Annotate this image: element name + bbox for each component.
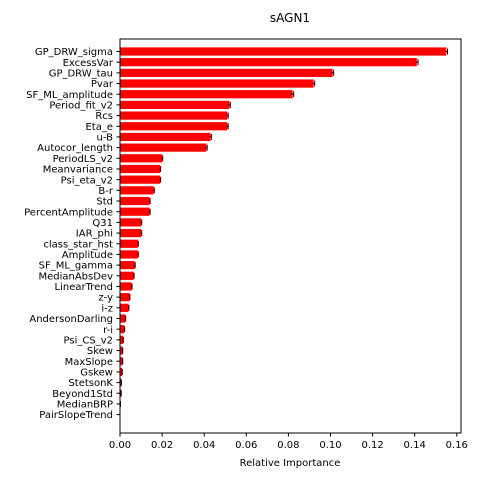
- x-tick-label-0: 0.00: [109, 440, 131, 451]
- y-tick-label-5: Period_fit_v2: [49, 101, 113, 112]
- bar-1: [120, 58, 417, 67]
- bar-30: [120, 367, 123, 376]
- y-tick-label-16: Q31: [92, 218, 113, 229]
- y-tick-label-9: Autocor_length: [37, 143, 113, 154]
- bar-10: [120, 154, 163, 163]
- bar-11: [120, 164, 160, 174]
- y-tick-label-14: Std: [96, 197, 113, 208]
- y-tick-label-32: Beyond1Std: [52, 389, 113, 400]
- x-ticks: 0.00 0.02 0.04 0.06 0.08 0.10 0.12 0.14 0.16: [109, 433, 468, 451]
- x-tick-label-6: 0.12: [361, 440, 383, 451]
- y-tick-label-34: PairSlopeTrend: [39, 410, 113, 421]
- bar-15: [120, 207, 150, 216]
- bar-9: [120, 143, 207, 152]
- bar-23: [120, 293, 130, 302]
- bars-group: [120, 47, 447, 409]
- bar-26: [120, 325, 125, 334]
- bar-14: [120, 196, 150, 206]
- bar-22: [120, 282, 132, 291]
- y-tick-label-11: Meanvariance: [43, 165, 113, 176]
- bar-27: [120, 335, 124, 344]
- x-tick-label-1: 0.02: [151, 440, 173, 451]
- y-tick-label-21: MedianAbsDev: [38, 271, 113, 282]
- y-tick-label-10: PeriodLS_v2: [53, 154, 113, 165]
- y-ticks: [116, 51, 120, 416]
- x-tick-label-7: 0.14: [404, 440, 426, 451]
- x-tick-label-2: 0.04: [193, 440, 215, 451]
- x-tick-label-3: 0.06: [235, 440, 257, 451]
- y-tick-label-1: ExcessVar: [63, 58, 114, 69]
- bar-24: [120, 303, 129, 312]
- bar-19: [120, 250, 138, 259]
- y-tick-label-7: Eta_e: [85, 122, 113, 133]
- bar-32: [120, 389, 122, 398]
- chart-title: sAGN1: [270, 11, 310, 25]
- y-tick-label-25: AndersonDarling: [29, 314, 113, 325]
- y-tick-label-13: B-r: [98, 186, 113, 197]
- y-tick-label-2: GP_DRW_tau: [49, 68, 113, 79]
- bar-4: [120, 90, 293, 99]
- y-tick-label-12: Psi_eta_v2: [61, 175, 113, 186]
- bar-17: [120, 228, 142, 238]
- x-axis-label: Relative Importance: [240, 458, 341, 469]
- bar-21: [120, 271, 134, 280]
- bar-31: [120, 378, 122, 387]
- y-tick-label-3: Pvar: [91, 79, 114, 90]
- x-tick-label-5: 0.10: [319, 440, 341, 451]
- axes-frame: [119, 38, 462, 434]
- bar-28: [120, 346, 123, 355]
- y-tick-label-31: StetsonK: [68, 378, 113, 389]
- bar-13: [120, 186, 154, 195]
- y-tick-label-28: Skew: [87, 346, 113, 357]
- bar-18: [120, 239, 138, 248]
- bar-12: [120, 175, 160, 184]
- bar-0: [120, 47, 447, 56]
- y-tick-labels: GP_DRW_sigmaExcessVarGP_DRW_tauPvarSF_ML…: [24, 47, 114, 421]
- bar-16: [120, 218, 142, 227]
- y-tick-label-33: MedianBRP: [57, 400, 113, 411]
- bar-25: [120, 314, 126, 323]
- bar-29: [120, 357, 123, 366]
- y-tick-label-20: SF_ML_gamma: [39, 261, 113, 272]
- bar-20: [120, 261, 135, 270]
- y-tick-label-23: z-y: [98, 293, 113, 304]
- bar-8: [120, 132, 211, 142]
- bar-7: [120, 122, 228, 131]
- y-tick-label-24: i-z: [101, 303, 113, 314]
- y-tick-label-0: GP_DRW_sigma: [35, 47, 113, 58]
- y-tick-label-26: r-i: [103, 325, 113, 336]
- y-tick-label-4: SF_ML_amplitude: [26, 90, 113, 101]
- y-tick-label-19: Amplitude: [62, 250, 113, 261]
- y-tick-label-17: IAR_phi: [76, 229, 113, 240]
- y-tick-label-6: Rcs: [95, 111, 113, 122]
- bar-6: [120, 111, 228, 120]
- y-tick-label-30: Gskew: [80, 368, 113, 379]
- bar-2: [120, 68, 333, 77]
- y-tick-label-22: LinearTrend: [55, 282, 113, 293]
- y-tick-label-29: MaxSlope: [65, 357, 113, 368]
- x-tick-label-8: 0.16: [446, 440, 468, 451]
- y-tick-label-8: u-B: [97, 133, 114, 144]
- y-tick-label-15: PercentAmplitude: [24, 207, 113, 218]
- bar-3: [120, 79, 314, 88]
- x-tick-label-4: 0.08: [277, 440, 299, 451]
- y-tick-label-18: class_star_hst: [43, 239, 113, 250]
- y-tick-label-27: Psi_CS_v2: [64, 335, 113, 346]
- bar-5: [120, 100, 230, 109]
